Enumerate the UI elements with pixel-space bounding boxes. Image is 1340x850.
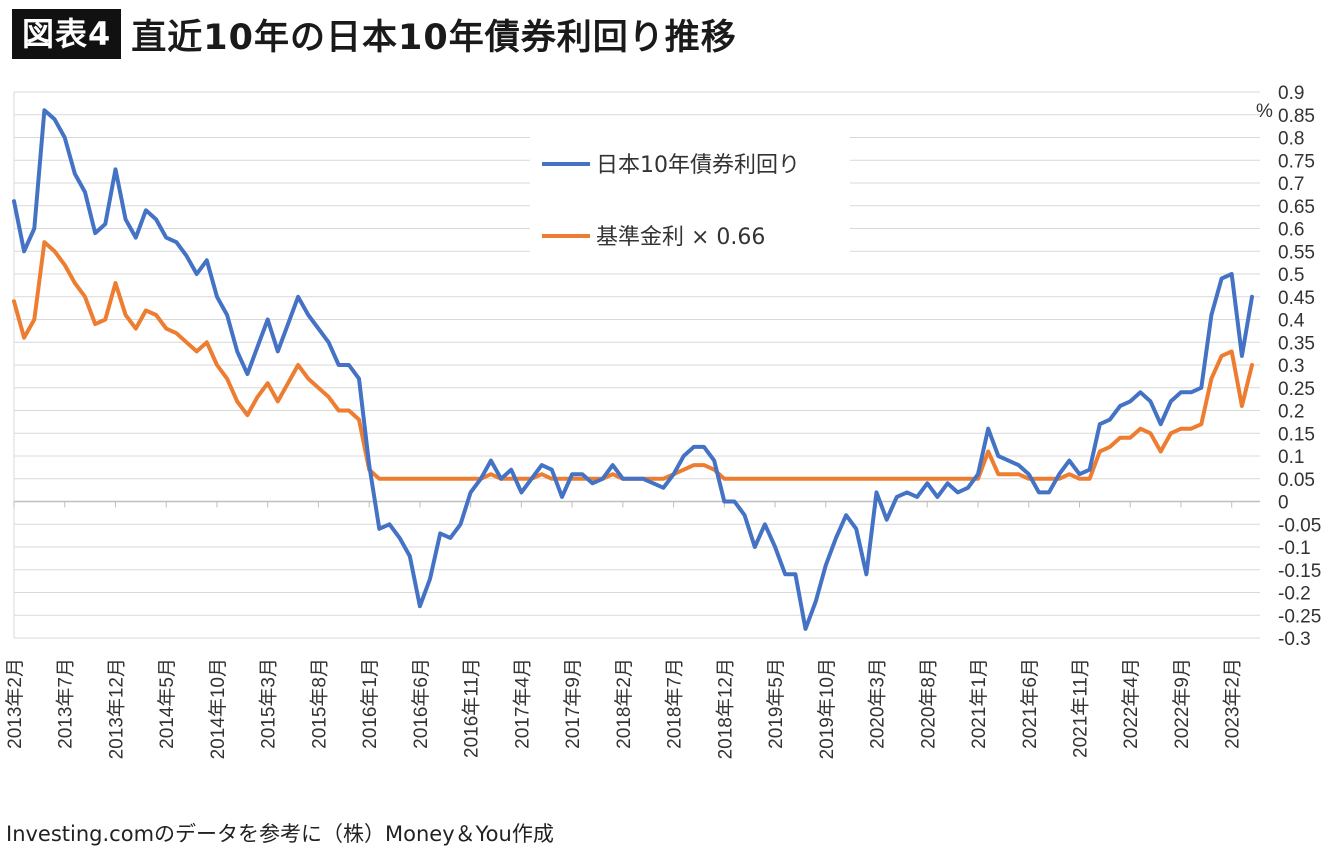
y-axis-tick-labels: 0.90.850.80.750.70.650.60.550.50.450.40.… <box>1256 83 1321 650</box>
legend-label: 基準金利 × 0.66 <box>596 225 765 250</box>
series-line <box>12 240 1254 481</box>
x-tick-label: 2018年12月 <box>714 658 736 759</box>
y-tick-label: 0.85 <box>1278 106 1315 127</box>
x-tick-label: 2016年6月 <box>410 658 432 749</box>
y-tick-label: 0.45 <box>1278 288 1315 309</box>
y-tick-label: -0.05 <box>1278 515 1321 536</box>
x-axis-tick-labels: 2013年2月 2013年7月 2013年12月 2014年5月 2014年10月 201… <box>4 658 1244 759</box>
source-note: Investing.comのデータを参考に（株）Money＆You作成 <box>6 822 554 846</box>
x-tick-label: 2016年11月 <box>461 658 483 758</box>
y-tick-label: 0.7 <box>1278 174 1304 195</box>
y-tick-label: 0.75 <box>1278 151 1315 172</box>
x-tick-label: 2023年2月 <box>1222 658 1244 749</box>
x-tick-label: 2015年3月 <box>258 658 280 749</box>
y-tick-label: -0.15 <box>1278 561 1321 582</box>
legend-label: 日本10年債券利回り <box>596 153 800 178</box>
y-tick-label: -0.25 <box>1278 606 1321 627</box>
x-tick-label: 2015年8月 <box>308 658 330 749</box>
y-tick-label: 0.65 <box>1278 197 1315 218</box>
series-line <box>12 108 1254 631</box>
x-tick-label: 2021年6月 <box>1019 658 1041 749</box>
y-tick-label: 0.4 <box>1278 311 1305 332</box>
x-tick-label: 2018年2月 <box>613 658 635 749</box>
x-tick-label: 2021年11月 <box>1069 658 1091 758</box>
y-tick-label: 0.55 <box>1278 242 1315 263</box>
chart-title: 直近10年の日本10年債券利回り推移 <box>131 17 737 58</box>
x-tick-label: 2013年2月 <box>4 658 26 749</box>
x-tick-label: 2022年4月 <box>1120 658 1142 749</box>
chart-header: 図表4 直近10年の日本10年債券利回り推移 <box>12 6 737 62</box>
x-tick-label: 2018年7月 <box>664 658 686 749</box>
x-tick-label: 2013年7月 <box>55 658 77 749</box>
x-tick-label: 2014年10月 <box>207 658 229 759</box>
x-tick-label: 2019年10月 <box>816 658 838 759</box>
y-tick-label: 0 <box>1278 493 1289 514</box>
y-tick-label: 0.3 <box>1278 356 1304 377</box>
y-tick-label: 0.8 <box>1278 129 1304 150</box>
y-tick-label: 0.6 <box>1278 220 1304 241</box>
x-tick-label: 2014年5月 <box>156 658 178 749</box>
y-tick-label: 0.9 <box>1278 83 1304 104</box>
x-tick-label: 2013年12月 <box>105 658 127 759</box>
y-tick-label: 0.35 <box>1278 333 1315 354</box>
y-tick-label: -0.3 <box>1278 629 1311 650</box>
y-tick-label: 0.5 <box>1278 265 1304 286</box>
y-tick-label: 0.25 <box>1278 379 1315 400</box>
x-tick-label: 2021年1月 <box>968 658 990 749</box>
legend-background <box>530 130 850 260</box>
y-tick-label: -0.1 <box>1278 538 1311 559</box>
x-tick-label: 2020年8月 <box>917 658 939 749</box>
x-tick-label: 2017年9月 <box>562 658 584 749</box>
y-tick-label: -0.2 <box>1278 584 1311 605</box>
x-tick-label: 2019年5月 <box>765 658 787 749</box>
x-tick-label: 2017年4月 <box>511 658 533 749</box>
y-tick-label: 0.15 <box>1278 424 1315 445</box>
line-chart: 0.90.850.80.750.70.650.60.550.50.450.40.… <box>4 83 1321 759</box>
x-tick-label: 2020年3月 <box>867 658 889 749</box>
x-tick-label: 2022年9月 <box>1171 658 1193 749</box>
y-axis-unit-label: % <box>1256 101 1273 122</box>
series-lines <box>12 108 1254 631</box>
figure-number-badge: 図表4 <box>12 9 122 59</box>
x-tick-label: 2016年1月 <box>359 658 381 749</box>
y-tick-label: 0.05 <box>1278 470 1315 491</box>
y-tick-label: 0.1 <box>1278 447 1304 468</box>
y-tick-label: 0.2 <box>1278 402 1304 423</box>
